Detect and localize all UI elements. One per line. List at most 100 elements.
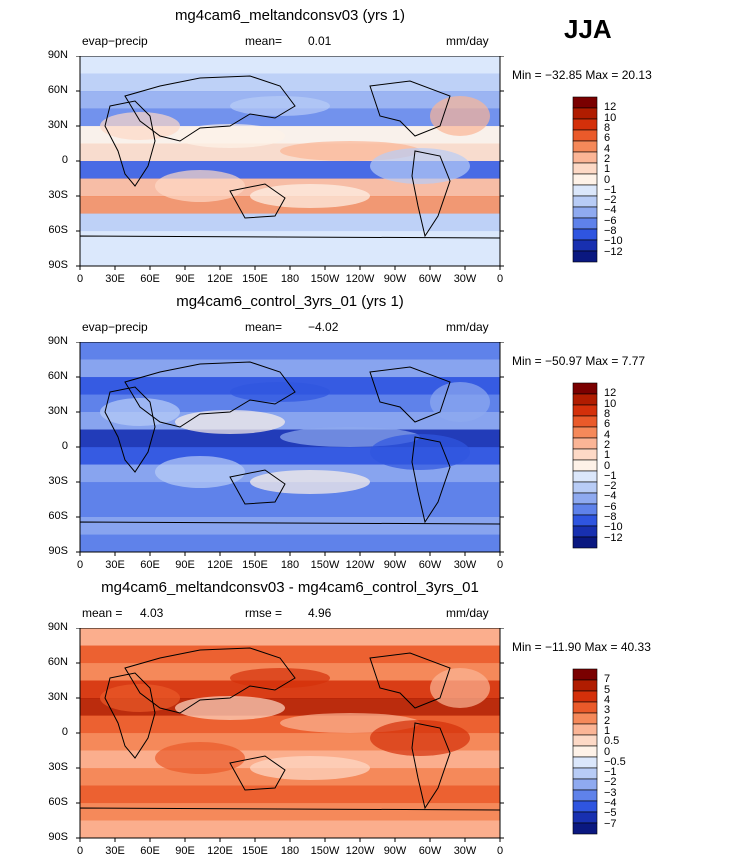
- colorbar-swatch: [572, 745, 598, 758]
- lat-tick-label: 60N: [47, 370, 68, 382]
- coastline: [411, 722, 451, 810]
- field-band: [80, 359, 500, 378]
- colorbar-label: 6: [604, 132, 611, 145]
- lat-tick-label: 30S: [48, 189, 68, 201]
- mean-label: mean=: [245, 320, 283, 334]
- lon-tick-label: 90W: [383, 845, 407, 857]
- colorbar-label: 8: [604, 407, 611, 420]
- field-band: [80, 803, 500, 821]
- colorbar-swatch: [572, 107, 598, 120]
- colorbar-swatch: [572, 140, 598, 153]
- colorbar-swatch: [572, 492, 598, 505]
- colorbar-label: 0: [604, 173, 611, 186]
- field-anomaly: [100, 398, 180, 426]
- lat-tick-label: 0: [61, 726, 68, 738]
- colorbar-label: 4: [604, 142, 611, 155]
- lon-tick-label: 30W: [453, 273, 477, 285]
- colorbar-swatch: [572, 118, 598, 131]
- field-band: [80, 394, 500, 413]
- colorbar-label: −1: [604, 766, 617, 779]
- minmax-label: Min = −32.85 Max = 20.13: [512, 68, 652, 82]
- colorbar-swatch: [572, 536, 598, 549]
- field-anomaly: [230, 668, 330, 688]
- lon-tick-label: 30W: [453, 845, 477, 857]
- mean-label: mean=: [245, 34, 283, 48]
- lat-tick-label: 30N: [47, 405, 68, 417]
- colorbar-label: 12: [604, 101, 617, 114]
- field-anomaly: [155, 456, 245, 488]
- field-band: [80, 213, 500, 232]
- colorbar-swatch: [572, 800, 598, 813]
- variable-label: evap−precip: [82, 320, 148, 334]
- lon-tick-label: 60E: [140, 559, 160, 571]
- contour-map: [76, 56, 504, 270]
- field-band: [80, 248, 500, 267]
- minmax-label: Min = −50.97 Max = 7.77: [512, 354, 646, 368]
- colorbar-swatch: [572, 690, 598, 703]
- colorbar-swatch: [572, 184, 598, 197]
- lon-tick-label: 150W: [310, 273, 340, 285]
- colorbar-label: −10: [604, 521, 623, 534]
- colorbar-label: −4: [604, 204, 617, 217]
- coastline: [104, 100, 156, 187]
- coastline: [124, 647, 296, 714]
- lon-tick-label: 120W: [345, 273, 375, 285]
- field-band: [80, 534, 500, 553]
- field-band: [80, 820, 500, 839]
- colorbar-swatch: [572, 470, 598, 483]
- colorbar-swatch: [572, 778, 598, 791]
- colorbar-label: 1: [604, 449, 611, 462]
- colorbar-label: −2: [604, 776, 617, 789]
- lon-tick-label: 90E: [175, 559, 195, 571]
- season-label: JJA: [564, 14, 612, 44]
- lon-tick-label: 60E: [140, 273, 160, 285]
- coastline: [369, 366, 451, 423]
- lat-tick-label: 30S: [48, 761, 68, 773]
- colorbar-label: 1: [604, 724, 611, 737]
- lon-tick-label: 30E: [105, 273, 125, 285]
- lon-tick-label: 180: [280, 273, 300, 285]
- lon-tick-label: 60W: [418, 559, 442, 571]
- field-band: [80, 785, 500, 804]
- lon-tick-label: 180: [280, 559, 300, 571]
- mean-value: −4.02: [308, 320, 339, 334]
- colorbar-swatch: [572, 426, 598, 439]
- lon-tick-label: 0: [76, 559, 84, 571]
- colorbar-swatch: [572, 448, 598, 461]
- lat-tick-label: 60N: [47, 656, 68, 668]
- colorbar-swatch: [572, 481, 598, 494]
- colorbar-swatch: [572, 217, 598, 230]
- colorbar-label: 0: [604, 745, 611, 758]
- lat-tick-label: 90N: [47, 621, 68, 633]
- colorbar-label: −2: [604, 480, 617, 493]
- coastline: [124, 75, 296, 142]
- field-anomaly: [155, 170, 245, 202]
- colorbar-label: 10: [604, 111, 617, 124]
- colorbar-swatch: [572, 459, 598, 472]
- lon-tick-label: 150W: [310, 845, 340, 857]
- colorbar-swatch: [572, 173, 598, 186]
- colorbar-label: −1: [604, 183, 617, 196]
- colorbar-label: −7: [604, 817, 617, 830]
- field-band: [80, 342, 500, 360]
- field-anomaly: [175, 696, 285, 720]
- lon-tick-label: 60E: [140, 845, 160, 857]
- field-anomaly: [250, 184, 370, 208]
- colorbar-label: −12: [604, 245, 623, 258]
- field-band: [80, 517, 500, 535]
- field-band: [80, 680, 500, 699]
- field-anomaly: [155, 742, 245, 774]
- coastline: [229, 469, 286, 505]
- colorbar-swatch: [572, 151, 598, 164]
- mean-value: 4.03: [140, 606, 164, 620]
- field-anomaly: [100, 112, 180, 140]
- panel-title: mg4cam6_meltandconsv03 (yrs 1): [174, 7, 406, 24]
- field-anomaly: [250, 756, 370, 780]
- lat-tick-label: 30S: [48, 475, 68, 487]
- colorbar-swatch: [572, 404, 598, 417]
- colorbar-label: 6: [604, 418, 611, 431]
- field-anomaly: [370, 434, 470, 470]
- colorbar-swatch: [572, 767, 598, 780]
- contour-map: [76, 628, 504, 842]
- field-band: [80, 231, 500, 249]
